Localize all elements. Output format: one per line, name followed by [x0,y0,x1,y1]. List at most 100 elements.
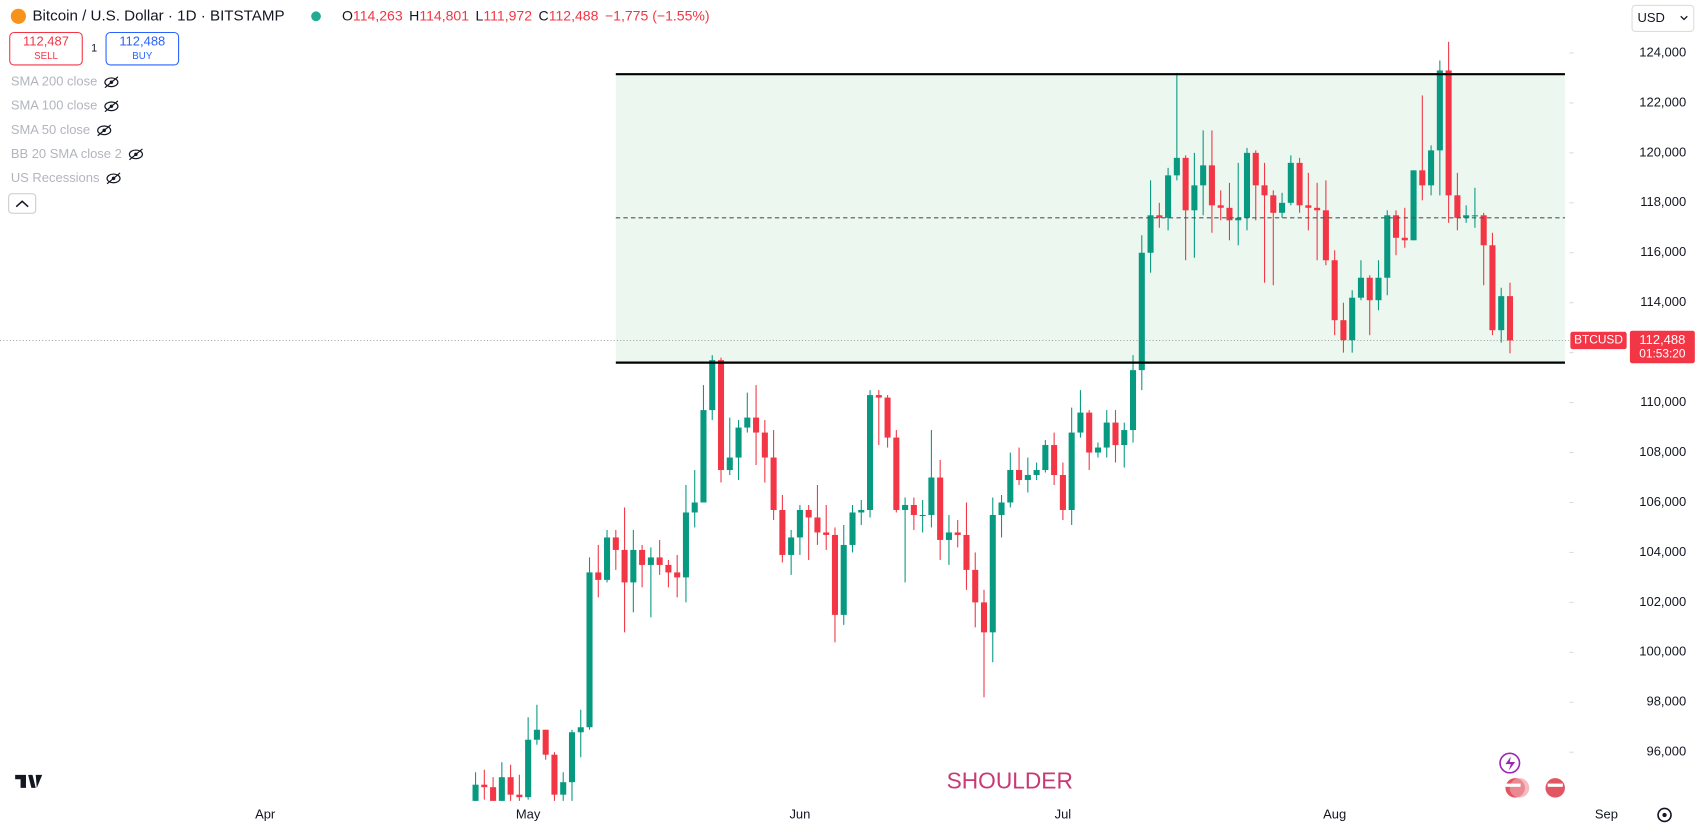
buy-label: BUY [132,51,153,62]
eye-icon [128,149,143,160]
candle-body [902,504,909,510]
collapse-button[interactable] [8,193,37,214]
candle-body [595,572,602,580]
candle-body [823,532,830,535]
y-tick-label: 110,000 [1640,394,1686,409]
x-tick-label: Aug [1323,806,1346,821]
currency: USD [1637,10,1664,25]
candle-body [700,410,707,503]
candle-body [831,534,839,615]
ohlc-key: H [409,7,419,23]
candle-body [1129,370,1137,431]
candle-body [770,457,777,510]
candle-body [1296,162,1303,206]
sell-price: 112,487 [23,34,69,49]
candle-body [1480,215,1487,246]
candle-body [691,502,698,513]
gear-center [1662,812,1667,818]
candle-body [928,477,935,515]
candle-body [1208,165,1215,206]
candle-body [1077,412,1084,433]
candle-body [814,517,821,533]
candle-body [937,477,944,540]
ohlc-value: 111,972 [483,7,532,23]
candle-body [577,727,584,733]
candle-body [989,514,996,633]
candle-body [1094,447,1101,453]
candle-body [1498,296,1505,331]
candle-body [481,784,488,788]
settings-gear[interactable] [1657,807,1672,823]
candle-body [1226,207,1233,221]
candle-body [849,512,856,545]
candle-body [525,739,532,798]
candle-body [533,729,540,740]
currency-select[interactable] [1631,4,1695,32]
candle-body [1235,217,1242,221]
candle-body [1436,70,1443,151]
change: −1,775 (−1.55%) [605,7,710,23]
y-tick-label: 102,000 [1639,594,1686,609]
candle-body [1428,150,1435,186]
y-tick-label: 116,000 [1640,244,1686,259]
candle-body [1419,170,1426,186]
candle-body [1173,157,1180,176]
candle-body [1366,277,1373,301]
candle-body [1392,215,1400,238]
candle-body [1121,430,1128,446]
candle-body [893,437,900,510]
buy-price: 112,488 [119,34,165,49]
candle-body [1200,165,1207,186]
candle-body [980,602,988,633]
candle-body [735,427,742,458]
candle-body [630,549,637,583]
candle-body [919,514,926,517]
ohlc-key: L [476,7,484,23]
candle-body [1138,252,1145,371]
candle-body [1279,202,1286,213]
candle-body [875,395,882,398]
price-tag-countdown: 01:53:20 [1639,347,1686,361]
us-event-flag[interactable] [1545,778,1565,798]
x-tick-label: Jun [789,806,810,821]
candle-body [568,732,576,783]
candle-body [1252,152,1259,186]
candle-body [1191,185,1198,211]
chevron-up [15,200,29,208]
candle-body [490,787,497,801]
y-tick-label: 108,000 [1639,444,1686,459]
candle-body [1314,207,1321,211]
candle-body [560,782,567,795]
us-event-flag-stack [1509,778,1530,798]
candle-body [1357,277,1364,298]
eye-icon [104,101,119,112]
candle-body [805,509,812,518]
tradingview-logo[interactable] [15,774,43,788]
candle-body [516,794,523,798]
buy-button[interactable] [105,31,180,66]
candle-body [796,509,803,538]
candle-body [647,557,654,565]
flag-stripe [1505,783,1521,787]
eye-slash [104,76,119,89]
candle-body [1463,215,1470,218]
candle-body [1068,432,1075,510]
candle-body [1471,215,1478,217]
y-tick-label: 118,000 [1640,194,1686,209]
indicator-label: SMA 100 close [11,98,98,113]
sell-button[interactable] [9,31,83,66]
candle-body [753,417,760,433]
ohlc-value: 114,263 [353,7,403,23]
candle-body [963,534,970,570]
symbol-tag [1570,331,1627,350]
symbol-title[interactable]: Bitcoin / U.S. Dollar · 1D · BITSTAMP [32,7,284,24]
candle-body [586,572,593,728]
candle-body [1024,475,1031,481]
candle-body [507,777,514,795]
candle-body [998,502,1005,515]
candle-body [674,572,681,578]
x-tick-label: Apr [255,806,276,821]
x-tick-label: Sep [1595,806,1618,821]
